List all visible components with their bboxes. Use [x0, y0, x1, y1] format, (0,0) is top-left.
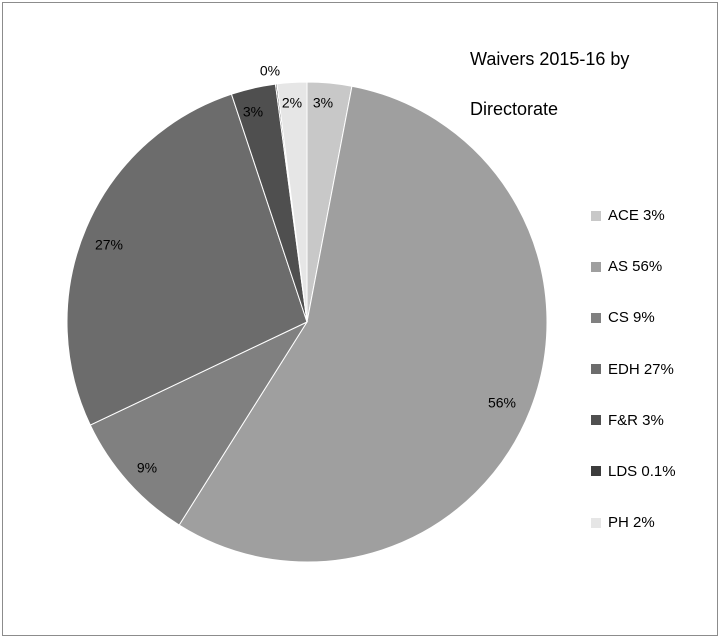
legend-label: AS 56% [608, 258, 663, 276]
legend-label: ACE 3% [608, 207, 665, 224]
legend-item-ph: PH 2% [591, 510, 676, 535]
data-label-cs: 9% [137, 460, 157, 476]
legend-item-ace: ACE 3% [591, 203, 676, 228]
legend-item-cs: CS 9% [591, 305, 676, 330]
data-label-f-r: 3% [243, 104, 263, 120]
legend-swatch [591, 517, 601, 528]
legend-label: LDS 0.1% [608, 462, 676, 480]
legend-item-lds: LDS 0.1% [591, 459, 676, 484]
pie-slice-as [178, 85, 548, 563]
legend-label: PH 2% [608, 514, 655, 532]
data-label-ace: 3% [313, 95, 333, 111]
legend-swatch [591, 261, 601, 272]
legend-label: CS 9% [608, 309, 655, 327]
legend-swatch [591, 312, 601, 323]
chart-title-line-2: Directorate [470, 99, 559, 119]
legend-item-edh: EDH 27% [591, 357, 676, 382]
chart-title-line-1: Waivers 2015-16 by [470, 49, 630, 69]
data-label-edh: 27% [95, 237, 123, 253]
chart-title: Waivers 2015-16 by Directorate [470, 22, 629, 147]
pie-slice-edh [66, 93, 308, 426]
legend-swatch [591, 210, 601, 221]
legend-swatch [591, 364, 601, 375]
legend-swatch [591, 466, 601, 477]
data-label-as: 56% [488, 395, 516, 411]
pie-slice-cs [89, 320, 309, 526]
chart-legend: ACE 3% AS 56% CS 9% EDH 27% F&R 3% LDS 0.1% PH… [591, 203, 676, 561]
legend-item-as: AS 56% [591, 254, 676, 279]
legend-item-f-r: F&R 3% [591, 408, 676, 433]
legend-swatch [591, 415, 601, 426]
data-label-lds: 0% [260, 63, 280, 79]
legend-label: EDH 27% [608, 360, 674, 378]
data-label-ph: 2% [282, 95, 302, 111]
pie-slice-ph [276, 81, 308, 323]
legend-label: F&R 3% [608, 411, 664, 429]
